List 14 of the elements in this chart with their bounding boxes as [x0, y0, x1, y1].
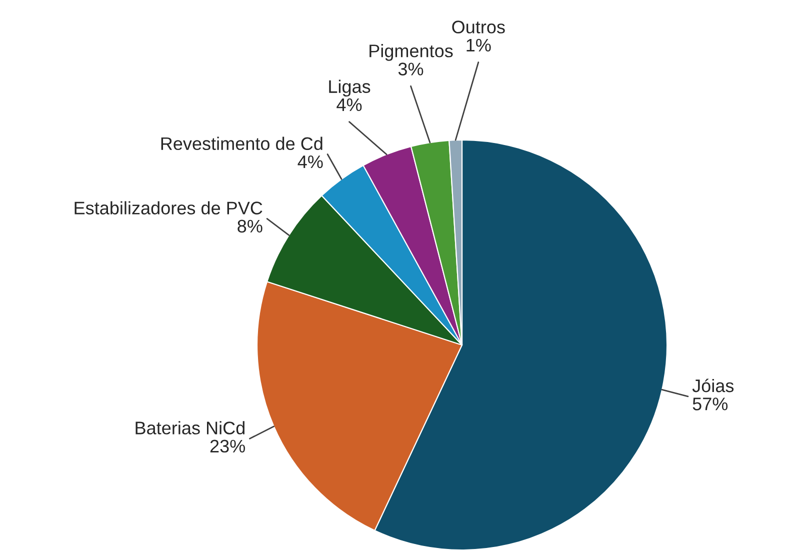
data-label: 23% [210, 440, 245, 453]
data-label: 4% [336, 98, 362, 112]
data-label: 1% [466, 38, 491, 52]
slice-label: Ligas [329, 80, 370, 97]
data-label: 57% [692, 398, 728, 410]
data-label: 3% [398, 62, 424, 76]
slice-label: Baterias NiCd [136, 421, 244, 434]
slice-label: Revestimento de Cd [161, 136, 322, 150]
data-label: 8% [238, 220, 262, 233]
slice-label: Pigmentos [370, 44, 453, 61]
data-label: 4% [298, 155, 323, 168]
slice-label: Outros [452, 20, 505, 34]
slice-label: Jóias [692, 378, 734, 392]
slice-label: Estabilizadores de PVC [74, 201, 262, 214]
